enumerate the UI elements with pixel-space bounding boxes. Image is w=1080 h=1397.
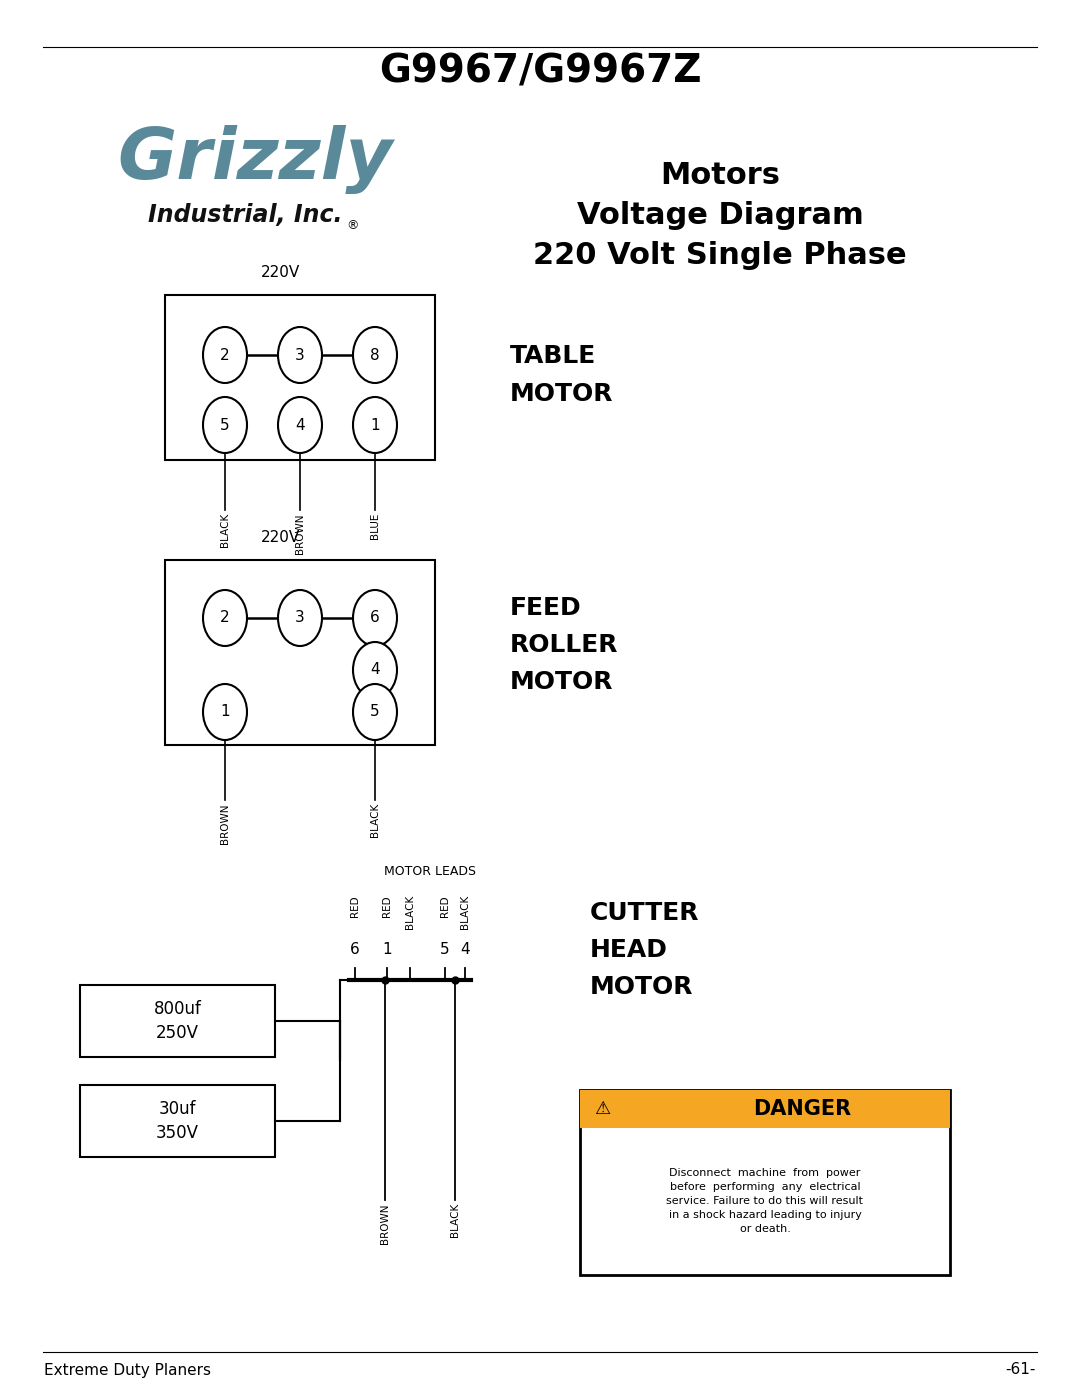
Bar xyxy=(80,985,275,1058)
Ellipse shape xyxy=(203,397,247,453)
Text: 2: 2 xyxy=(220,348,230,362)
Text: 220V: 220V xyxy=(260,265,299,279)
Ellipse shape xyxy=(353,685,397,740)
Text: Grizzly: Grizzly xyxy=(118,126,393,194)
Text: 800uf
250V: 800uf 250V xyxy=(153,1000,202,1042)
Ellipse shape xyxy=(278,397,322,453)
Ellipse shape xyxy=(353,643,397,698)
Text: BLACK: BLACK xyxy=(405,895,415,929)
Text: Voltage Diagram: Voltage Diagram xyxy=(577,201,863,229)
Text: 5: 5 xyxy=(441,943,449,957)
Text: DANGER: DANGER xyxy=(753,1099,851,1119)
Text: 4: 4 xyxy=(370,662,380,678)
Text: BLACK: BLACK xyxy=(370,803,380,837)
Text: 1: 1 xyxy=(220,704,230,719)
Text: 6: 6 xyxy=(370,610,380,626)
Text: 3: 3 xyxy=(295,610,305,626)
Text: 1: 1 xyxy=(382,943,392,957)
Text: ⚠: ⚠ xyxy=(594,1099,610,1118)
Text: 4: 4 xyxy=(460,943,470,957)
Text: Motors: Motors xyxy=(660,161,780,190)
Text: BROWN: BROWN xyxy=(295,513,305,553)
Text: 3: 3 xyxy=(295,348,305,362)
Text: 6: 6 xyxy=(350,943,360,957)
Ellipse shape xyxy=(203,327,247,383)
Text: BROWN: BROWN xyxy=(380,1203,390,1243)
Text: RED: RED xyxy=(440,895,450,916)
Bar xyxy=(80,1085,275,1157)
Text: BROWN: BROWN xyxy=(220,803,230,844)
Text: Industrial, Inc.: Industrial, Inc. xyxy=(148,203,342,226)
Text: TABLE
MOTOR: TABLE MOTOR xyxy=(510,344,613,405)
Text: MOTOR LEADS: MOTOR LEADS xyxy=(384,865,476,877)
Ellipse shape xyxy=(353,327,397,383)
Text: Disconnect  machine  from  power
before  performing  any  electrical
service. Fa: Disconnect machine from power before per… xyxy=(666,1168,864,1235)
Ellipse shape xyxy=(278,590,322,645)
Ellipse shape xyxy=(203,685,247,740)
Text: G9967/G9967Z: G9967/G9967Z xyxy=(379,52,701,89)
Bar xyxy=(580,1090,950,1275)
Bar xyxy=(165,560,435,745)
Text: RED: RED xyxy=(382,895,392,916)
Bar xyxy=(580,1090,950,1127)
Ellipse shape xyxy=(353,590,397,645)
Text: 30uf
350V: 30uf 350V xyxy=(156,1101,199,1141)
Bar xyxy=(165,295,435,460)
Text: -61-: -61- xyxy=(1005,1362,1036,1377)
Ellipse shape xyxy=(203,590,247,645)
Text: 5: 5 xyxy=(370,704,380,719)
Ellipse shape xyxy=(278,327,322,383)
Ellipse shape xyxy=(353,397,397,453)
Text: FEED
ROLLER
MOTOR: FEED ROLLER MOTOR xyxy=(510,595,619,694)
Text: 8: 8 xyxy=(370,348,380,362)
Text: BLACK: BLACK xyxy=(450,1203,460,1238)
Text: 220 Volt Single Phase: 220 Volt Single Phase xyxy=(534,240,907,270)
Text: Extreme Duty Planers: Extreme Duty Planers xyxy=(44,1362,211,1377)
Text: 4: 4 xyxy=(295,418,305,433)
Text: ®: ® xyxy=(346,219,359,232)
Text: RED: RED xyxy=(350,895,360,916)
Text: CUTTER
HEAD
MOTOR: CUTTER HEAD MOTOR xyxy=(590,901,700,999)
Text: BLACK: BLACK xyxy=(460,895,470,929)
Text: BLACK: BLACK xyxy=(220,513,230,548)
Text: BLUE: BLUE xyxy=(370,513,380,539)
Text: 1: 1 xyxy=(370,418,380,433)
Text: 5: 5 xyxy=(220,418,230,433)
Text: 2: 2 xyxy=(220,610,230,626)
Text: 220V: 220V xyxy=(260,529,299,545)
